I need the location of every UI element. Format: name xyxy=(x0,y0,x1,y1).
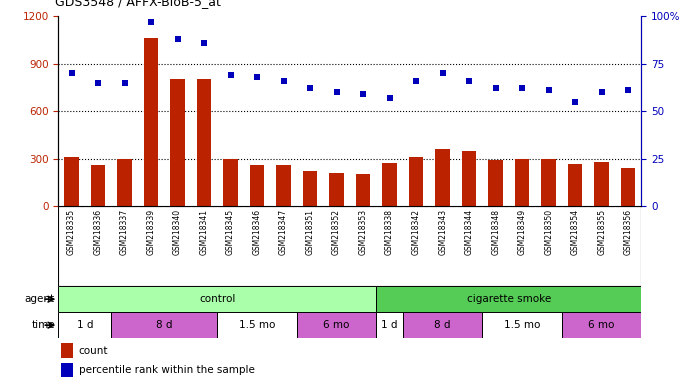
Text: GSM218356: GSM218356 xyxy=(624,209,632,255)
Bar xyxy=(356,174,370,206)
Point xyxy=(93,79,104,86)
Bar xyxy=(541,159,556,206)
Bar xyxy=(594,162,609,206)
Point xyxy=(543,87,554,93)
Point xyxy=(464,78,475,84)
Text: 8 d: 8 d xyxy=(156,320,173,330)
Text: count: count xyxy=(79,346,108,356)
Text: time: time xyxy=(32,320,55,330)
Bar xyxy=(462,151,476,206)
Text: control: control xyxy=(199,294,235,304)
Point xyxy=(199,40,210,46)
Point xyxy=(623,87,634,93)
Text: 1 d: 1 d xyxy=(77,320,93,330)
Point xyxy=(596,89,607,95)
Point xyxy=(517,85,528,91)
Bar xyxy=(303,171,318,206)
Text: GSM218346: GSM218346 xyxy=(252,209,261,255)
Bar xyxy=(621,168,635,206)
Bar xyxy=(297,312,377,338)
Text: GSM218350: GSM218350 xyxy=(544,209,553,255)
Bar xyxy=(217,312,297,338)
Text: GSM218351: GSM218351 xyxy=(305,209,315,255)
Text: GSM218339: GSM218339 xyxy=(147,209,156,255)
Bar xyxy=(197,79,211,206)
Text: 1 d: 1 d xyxy=(381,320,398,330)
Bar xyxy=(488,160,503,206)
Point xyxy=(225,72,236,78)
Point xyxy=(119,79,130,86)
Bar xyxy=(377,312,403,338)
Text: GSM218348: GSM218348 xyxy=(491,209,500,255)
Text: GSM218355: GSM218355 xyxy=(597,209,606,255)
Text: GSM218335: GSM218335 xyxy=(67,209,76,255)
Text: 1.5 mo: 1.5 mo xyxy=(239,320,275,330)
Bar xyxy=(409,157,423,206)
Text: GSM218347: GSM218347 xyxy=(279,209,288,255)
Text: GSM218352: GSM218352 xyxy=(332,209,341,255)
Bar xyxy=(482,312,562,338)
Point xyxy=(278,78,289,84)
Bar xyxy=(64,157,79,206)
Bar xyxy=(568,164,582,206)
Point xyxy=(357,91,368,97)
Text: 8 d: 8 d xyxy=(434,320,451,330)
Text: 6 mo: 6 mo xyxy=(589,320,615,330)
Text: GSM218345: GSM218345 xyxy=(226,209,235,255)
Text: agent: agent xyxy=(25,294,55,304)
Point xyxy=(66,70,77,76)
Text: 1.5 mo: 1.5 mo xyxy=(504,320,541,330)
Point xyxy=(437,70,448,76)
Bar xyxy=(515,159,530,206)
Text: GDS3548 / AFFX-BioB-5_at: GDS3548 / AFFX-BioB-5_at xyxy=(55,0,221,8)
Bar xyxy=(377,286,641,312)
Text: cigarette smoke: cigarette smoke xyxy=(466,294,551,304)
Text: GSM218343: GSM218343 xyxy=(438,209,447,255)
Point xyxy=(252,74,263,80)
Bar xyxy=(436,149,450,206)
Bar xyxy=(224,159,238,206)
Text: GSM218353: GSM218353 xyxy=(359,209,368,255)
Point xyxy=(172,36,183,42)
Text: 6 mo: 6 mo xyxy=(323,320,350,330)
Bar xyxy=(61,343,73,358)
Text: GSM218340: GSM218340 xyxy=(173,209,182,255)
Bar xyxy=(382,164,397,206)
Text: percentile rank within the sample: percentile rank within the sample xyxy=(79,365,255,375)
Text: GSM218337: GSM218337 xyxy=(120,209,129,255)
Bar xyxy=(403,312,482,338)
Point xyxy=(384,95,395,101)
Point xyxy=(411,78,422,84)
Text: GSM218354: GSM218354 xyxy=(571,209,580,255)
Bar xyxy=(276,165,291,206)
Point xyxy=(145,19,156,25)
Text: GSM218338: GSM218338 xyxy=(385,209,394,255)
Text: GSM218336: GSM218336 xyxy=(93,209,103,255)
Text: GSM218341: GSM218341 xyxy=(200,209,209,255)
Bar xyxy=(111,312,217,338)
Point xyxy=(305,85,316,91)
Bar xyxy=(144,38,158,206)
Bar xyxy=(170,79,185,206)
Text: GSM218342: GSM218342 xyxy=(412,209,421,255)
Bar xyxy=(58,286,377,312)
Point xyxy=(331,89,342,95)
Bar xyxy=(61,363,73,377)
Bar xyxy=(329,173,344,206)
Bar xyxy=(562,312,641,338)
Bar xyxy=(117,159,132,206)
Point xyxy=(490,85,501,91)
Point xyxy=(569,99,580,105)
Bar xyxy=(58,312,111,338)
Bar xyxy=(250,165,264,206)
Text: GSM218344: GSM218344 xyxy=(464,209,473,255)
Text: GSM218349: GSM218349 xyxy=(518,209,527,255)
Bar xyxy=(91,165,106,206)
